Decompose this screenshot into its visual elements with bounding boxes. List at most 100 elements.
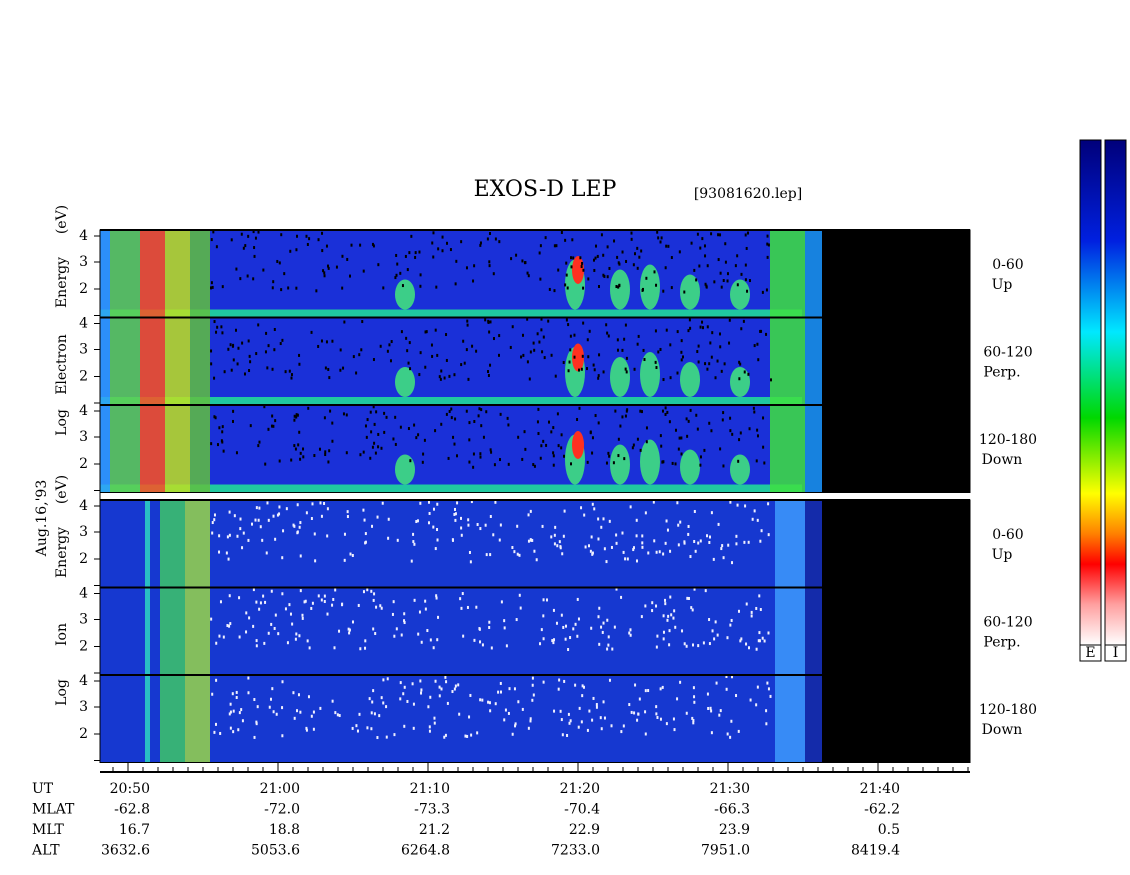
noise-pixel (711, 629, 714, 633)
noise-pixel (639, 409, 642, 413)
noise-pixel (424, 599, 427, 603)
noise-pixel (281, 556, 284, 560)
spectrum-blob (395, 367, 415, 397)
noise-pixel (635, 534, 638, 538)
noise-pixel (402, 692, 405, 696)
noise-pixel (500, 600, 503, 604)
noise-pixel (753, 509, 756, 513)
axis-label: Log (54, 679, 70, 706)
noise-pixel (719, 345, 722, 349)
noise-pixel (582, 321, 585, 325)
noise-pixel (434, 547, 437, 551)
noise-pixel (636, 437, 639, 441)
noise-pixel (516, 552, 519, 556)
noise-pixel (514, 724, 517, 728)
noise-pixel (410, 559, 413, 563)
noise-pixel (749, 698, 752, 702)
noise-pixel (492, 337, 495, 341)
noise-pixel (710, 232, 713, 236)
noise-pixel (494, 237, 497, 241)
noise-pixel (569, 719, 572, 723)
noise-pixel (210, 362, 213, 366)
noise-pixel (276, 259, 279, 263)
noise-pixel (213, 320, 216, 324)
noise-pixel (685, 711, 688, 715)
noise-pixel (722, 556, 725, 560)
noise-pixel (413, 423, 416, 427)
noise-pixel (607, 635, 610, 639)
noise-pixel (714, 620, 717, 624)
no-data (822, 675, 970, 763)
noise-pixel (752, 406, 755, 410)
noise-pixel (542, 439, 545, 443)
noise-pixel (426, 629, 429, 633)
noise-pixel (580, 265, 583, 269)
noise-pixel (632, 263, 635, 267)
noise-pixel (664, 406, 667, 410)
noise-pixel (363, 518, 366, 522)
noise-pixel (691, 716, 694, 720)
noise-pixel (446, 241, 449, 245)
noise-pixel (717, 258, 720, 262)
spectrum-patch (165, 230, 190, 318)
row-value: -62.2 (864, 802, 900, 818)
noise-pixel (560, 230, 563, 234)
noise-pixel (598, 606, 601, 610)
noise-pixel (621, 348, 624, 352)
noise-pixel (659, 434, 662, 438)
noise-pixel (371, 445, 374, 449)
noise-pixel (653, 539, 656, 543)
noise-pixel (432, 255, 435, 259)
noise-pixel (693, 587, 696, 591)
spectrum-blob (395, 279, 415, 310)
noise-pixel (620, 730, 623, 734)
noise-pixel (407, 361, 410, 365)
noise-pixel (254, 518, 257, 522)
noise-pixel (327, 266, 330, 270)
noise-pixel (453, 512, 456, 516)
noise-pixel (607, 643, 610, 647)
axis-label: Log (54, 409, 70, 436)
noise-pixel (408, 251, 411, 255)
noise-pixel (622, 724, 625, 728)
noise-pixel (294, 447, 297, 451)
noise-pixel (657, 350, 660, 354)
noise-pixel (766, 234, 769, 238)
noise-pixel (460, 516, 463, 520)
noise-pixel (323, 274, 326, 278)
noise-pixel (720, 547, 723, 551)
noise-pixel (405, 336, 408, 340)
noise-pixel (709, 706, 712, 710)
row-value: 20:50 (110, 781, 150, 797)
noise-pixel (346, 510, 349, 514)
noise-pixel (726, 272, 729, 276)
noise-pixel (455, 454, 458, 458)
noise-pixel (229, 726, 232, 730)
noise-pixel (660, 236, 663, 240)
noise-pixel (277, 632, 280, 636)
noise-pixel (641, 288, 644, 292)
noise-pixel (435, 594, 438, 598)
noise-pixel (654, 360, 657, 364)
noise-pixel (567, 323, 570, 327)
noise-pixel (394, 276, 397, 280)
noise-pixel (689, 326, 692, 330)
noise-pixel (218, 634, 221, 638)
noise-pixel (215, 245, 218, 249)
noise-pixel (258, 440, 261, 444)
noise-pixel (765, 709, 768, 713)
noise-pixel (364, 532, 367, 536)
noise-pixel (286, 641, 289, 645)
noise-pixel (712, 557, 715, 561)
noise-pixel (636, 246, 639, 250)
noise-pixel (295, 632, 298, 636)
noise-pixel (465, 266, 468, 270)
noise-pixel (272, 514, 275, 518)
noise-pixel (440, 369, 443, 373)
noise-pixel (424, 607, 427, 611)
noise-pixel (355, 371, 358, 375)
noise-pixel (716, 359, 719, 363)
noise-pixel (417, 433, 420, 437)
noise-pixel (451, 538, 454, 542)
